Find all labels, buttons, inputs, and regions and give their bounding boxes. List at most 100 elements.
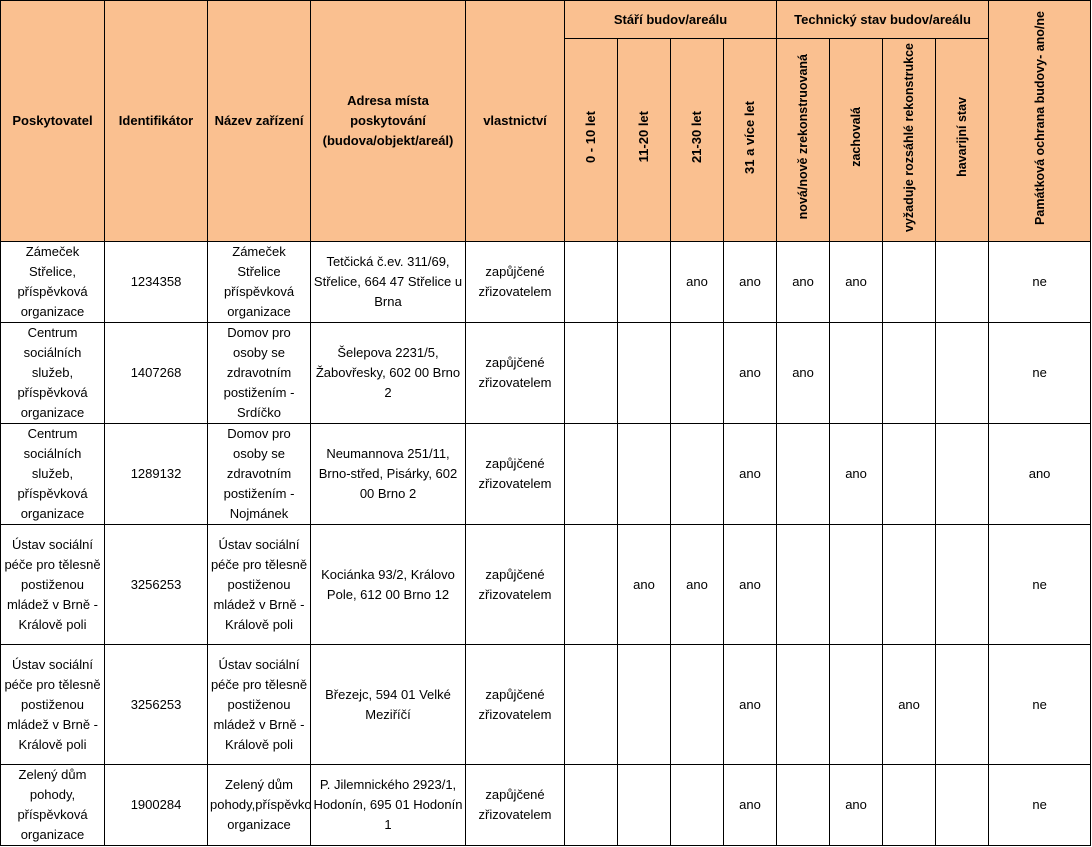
- cell-stari-0: [564, 322, 618, 424]
- header-stav-3: havarijní stav: [935, 38, 990, 242]
- cell-stari-1: [617, 764, 671, 846]
- cell-identifikator: 3256253: [104, 644, 208, 765]
- cell-stari-0: [564, 524, 618, 645]
- cell-stari-3: ano: [722, 644, 778, 765]
- header-nazev: Název zařízení: [207, 0, 311, 242]
- header-stari-3-label: 31 a více let: [742, 100, 758, 174]
- header-stav-1-label: zachovalá: [849, 107, 864, 167]
- header-stav-3-label: havarijní stav: [955, 97, 970, 177]
- header-stav-0-label: nová/nově zrekonstruovaná: [796, 54, 811, 220]
- cell-poskytovatel: Centrum sociálních služeb, příspěvková o…: [0, 322, 105, 424]
- cell-nazev: Ústav sociální péče pro tělesně postižen…: [207, 644, 311, 765]
- cell-stari-3: ano: [722, 423, 778, 525]
- cell-stav-1: [829, 322, 884, 424]
- cell-stari-3: ano: [722, 322, 778, 424]
- cell-stav-2: [882, 322, 937, 424]
- table-row: Zelený dům pohody, příspěvková organizac…: [0, 764, 1092, 846]
- header-stav-2-label: vyžaduje rozsáhlé rekonstrukce: [902, 42, 917, 232]
- table-row: Centrum sociálních služeb, příspěvková o…: [0, 322, 1092, 424]
- cell-pamatkova: ano: [988, 423, 1092, 525]
- header-stav-0: nová/nově zrekonstruovaná: [776, 38, 831, 242]
- cell-stav-2: [882, 241, 937, 323]
- cell-stari-2: [670, 322, 724, 424]
- cell-vlastnictvi: zapůjčené zřizovatelem: [465, 423, 565, 525]
- cell-stav-0: ano: [776, 322, 831, 424]
- header-poskytovatel: Poskytovatel: [0, 0, 105, 242]
- cell-stari-0: [564, 764, 618, 846]
- cell-stav-0: [776, 524, 831, 645]
- header-stari-3: 31 a více let: [722, 38, 778, 242]
- cell-vlastnictvi: zapůjčené zřizovatelem: [465, 644, 565, 765]
- cell-adresa: Šelepova 2231/5, Žabovřesky, 602 00 Brno…: [310, 322, 466, 424]
- cell-stav-0: [776, 423, 831, 525]
- cell-stari-2: ano: [670, 524, 724, 645]
- cell-stari-0: [564, 423, 618, 525]
- cell-stari-3: ano: [722, 764, 778, 846]
- cell-adresa: Neumannova 251/11, Brno-střed, Pisárky, …: [310, 423, 466, 525]
- cell-stav-2: [882, 423, 937, 525]
- cell-adresa: Březejc, 594 01 Velké Meziříčí: [310, 644, 466, 765]
- header-stav-2: vyžaduje rozsáhlé rekonstrukce: [882, 38, 937, 242]
- header-stari-1-label: 11-20 let: [636, 111, 651, 163]
- cell-stav-3: [935, 322, 990, 424]
- cell-stari-1: [617, 644, 671, 765]
- cell-nazev: Ústav sociální péče pro tělesně postižen…: [207, 524, 311, 645]
- cell-stav-3: [935, 644, 990, 765]
- cell-stari-2: [670, 423, 724, 525]
- header-group-stari: Stáří budov/areálu: [563, 0, 778, 39]
- cell-stav-1: [829, 524, 884, 645]
- header-group-stav: Technický stav budov/areálu: [776, 0, 990, 39]
- cell-adresa: Tetčická č.ev. 311/69, Střelice, 664 47 …: [310, 241, 466, 323]
- cell-pamatkova: ne: [988, 764, 1092, 846]
- cell-stav-2: [882, 524, 937, 645]
- table-row: Centrum sociálních služeb, příspěvková o…: [0, 423, 1092, 525]
- cell-identifikator: 3256253: [104, 524, 208, 645]
- cell-nazev: Zelený dům pohody,příspěvková organizace: [207, 764, 311, 846]
- header-adresa: Adresa místa poskytování (budova/objekt/…: [310, 0, 466, 242]
- cell-poskytovatel: Ústav sociální péče pro tělesně postižen…: [0, 524, 105, 645]
- header-stav-1: zachovalá: [829, 38, 884, 242]
- header-stari-2-label: 21-30 let: [689, 110, 704, 164]
- cell-stari-3: ano: [722, 241, 778, 323]
- header-stari-1: 11-20 let: [617, 38, 671, 242]
- cell-stari-0: [564, 241, 618, 323]
- header-identifikator: Identifikátor: [104, 0, 208, 242]
- cell-vlastnictvi: zapůjčené zřizovatelem: [465, 524, 565, 645]
- cell-identifikator: 1289132: [104, 423, 208, 525]
- cell-pamatkova: ne: [988, 524, 1092, 645]
- cell-stav-1: ano: [829, 764, 884, 846]
- table-row: Ústav sociální péče pro tělesně postižen…: [0, 524, 1092, 645]
- cell-stari-2: ano: [670, 241, 724, 323]
- cell-stav-3: [935, 524, 990, 645]
- cell-stav-1: ano: [829, 423, 884, 525]
- cell-pamatkova: ne: [988, 322, 1092, 424]
- cell-stari-0: [564, 644, 618, 765]
- cell-stav-0: ano: [776, 241, 831, 323]
- table-row: Zámeček Střelice, příspěvková organizace…: [0, 241, 1092, 323]
- cell-stari-1: [617, 423, 671, 525]
- cell-poskytovatel: Ústav sociální péče pro tělesně postižen…: [0, 644, 105, 765]
- cell-pamatkova: ne: [988, 644, 1092, 765]
- cell-stav-3: [935, 764, 990, 846]
- cell-vlastnictvi: zapůjčené zřizovatelem: [465, 764, 565, 846]
- cell-stav-1: [829, 644, 884, 765]
- cell-pamatkova: ne: [988, 241, 1092, 323]
- cell-stav-1: ano: [829, 241, 884, 323]
- cell-vlastnictvi: zapůjčené zřizovatelem: [465, 322, 565, 424]
- header-pamatkova: Památková ochrana budovy- ano/ne: [988, 0, 1092, 242]
- cell-stari-1: ano: [617, 524, 671, 645]
- header-stari-2: 21-30 let: [670, 38, 724, 242]
- cell-stav-2: [882, 764, 937, 846]
- cell-adresa: Kociánka 93/2, Královo Pole, 612 00 Brno…: [310, 524, 466, 645]
- cell-stari-2: [670, 764, 724, 846]
- cell-poskytovatel: Zelený dům pohody, příspěvková organizac…: [0, 764, 105, 846]
- cell-nazev: Domov pro osoby se zdravotním postižením…: [207, 322, 311, 424]
- cell-stari-1: [617, 241, 671, 323]
- cell-stav-0: [776, 764, 831, 846]
- cell-nazev: Domov pro osoby se zdravotním postižením…: [207, 423, 311, 525]
- cell-poskytovatel: Centrum sociálních služeb, příspěvková o…: [0, 423, 105, 525]
- cell-stav-3: [935, 241, 990, 323]
- header-stari-0-label: 0 - 10 let: [583, 110, 598, 164]
- cell-identifikator: 1900284: [104, 764, 208, 846]
